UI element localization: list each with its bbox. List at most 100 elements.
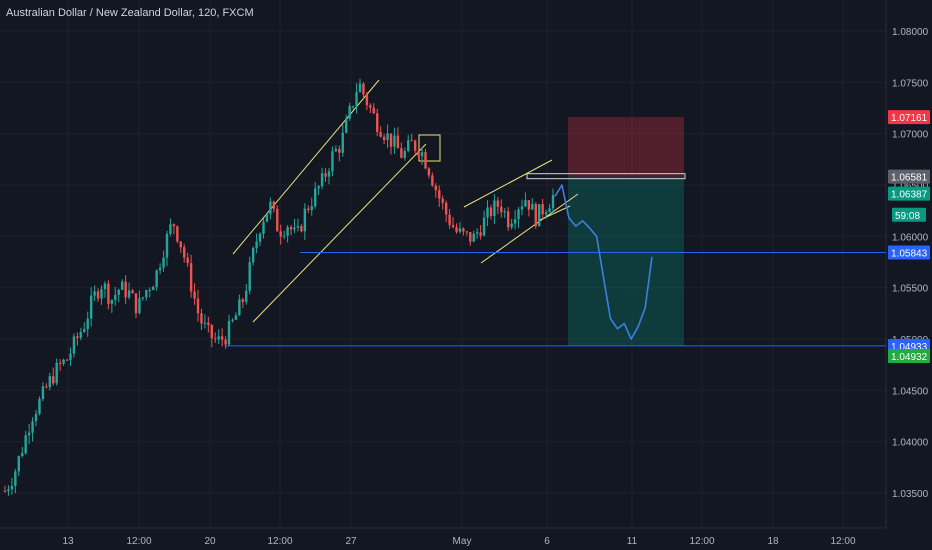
candle-body (83, 329, 86, 332)
candle-body (403, 150, 406, 158)
projection-path[interactable] (554, 184, 653, 340)
take-profit-zone (568, 176, 684, 346)
candle-body (210, 324, 213, 339)
candle-body (45, 386, 48, 388)
candle-body (24, 435, 27, 454)
time-tick-label: 12:00 (830, 536, 855, 547)
candle-body (241, 299, 245, 302)
horizontal-levels[interactable] (225, 251, 886, 347)
price-tag-label: 1.04932 (891, 352, 928, 363)
candle-body (493, 200, 496, 216)
short-position-tool[interactable] (526, 117, 686, 346)
candle-body (155, 270, 158, 287)
candle-body (200, 313, 203, 324)
candle-body (62, 359, 65, 364)
candle-body (413, 140, 417, 151)
candle-body (503, 211, 506, 213)
candle-body (327, 171, 331, 177)
price-tag-label: 1.05843 (891, 248, 928, 259)
candle-body (358, 83, 362, 93)
grid-lines (0, 0, 886, 528)
time-tick-label: 11 (627, 536, 638, 547)
candle-body (303, 208, 307, 232)
candle-body (386, 133, 389, 140)
candle-body (310, 206, 313, 210)
candle-body (396, 135, 400, 149)
candle-body (93, 291, 96, 296)
candle-body (58, 362, 62, 364)
candle-body (141, 297, 145, 299)
price-axis[interactable]: 1.08000 1.07500 1.07000 1.06500 1.06000 1.055… (885, 0, 929, 528)
price-tag-label: 59:08 (895, 211, 920, 222)
candle-body (17, 456, 20, 472)
time-tick-label: 12:00 (689, 536, 714, 547)
candle-body (434, 185, 438, 191)
candle-body (86, 318, 89, 330)
price-tag (888, 348, 930, 363)
candle-body (69, 353, 72, 361)
candle-body (172, 224, 176, 227)
candle-body (458, 228, 462, 232)
candle-body (338, 148, 341, 153)
candle-body (158, 267, 162, 271)
candle-body (272, 201, 276, 209)
candle-body (27, 432, 31, 436)
candle-body (265, 214, 269, 222)
candle-body (169, 224, 172, 234)
price-tick-label: 1.06000 (892, 232, 929, 243)
candle-body (420, 152, 424, 157)
candle-body (110, 299, 114, 304)
candle-body (513, 219, 517, 224)
candle-body (79, 331, 83, 338)
candle-body (31, 421, 34, 433)
price-tag (888, 110, 930, 125)
drawings-layer[interactable] (232, 79, 579, 323)
candle-body (96, 291, 100, 299)
entry-box (526, 173, 686, 180)
candle-body (186, 257, 189, 264)
candle-body (500, 206, 503, 213)
candle-body (524, 200, 527, 207)
candle-body (165, 233, 169, 258)
candle-body (103, 283, 107, 290)
candle-body (179, 241, 182, 248)
candle-body (100, 289, 103, 299)
candle-body (393, 135, 396, 147)
candle-body (72, 336, 76, 354)
candle-body (34, 413, 38, 422)
candle-body (444, 202, 448, 215)
candle-body (348, 106, 351, 119)
candle-body (534, 204, 537, 227)
candle-body (427, 168, 431, 176)
candle-body (7, 489, 10, 492)
candle-body (400, 148, 403, 158)
candle-body (334, 148, 338, 152)
price-tag-label: 1.06581 (891, 173, 928, 184)
candle-body (362, 83, 365, 95)
candle-body (162, 257, 165, 268)
candle-body (369, 105, 372, 108)
candle-body (307, 208, 310, 210)
candle-body (189, 263, 193, 292)
candle-body (217, 336, 220, 340)
candle-body (289, 227, 293, 230)
time-tick-label: 6 (544, 536, 550, 547)
candle-body (55, 362, 58, 384)
time-axis[interactable]: 13 12:00 20 12:00 27 May 6 11 12:00 18 12:00 (0, 527, 886, 547)
candle-body (341, 132, 344, 153)
candle-body (389, 133, 393, 147)
candle-body (38, 398, 41, 414)
candle-body (148, 290, 151, 292)
symbol-title: Australian Dollar / New Zealand Dollar, … (6, 7, 254, 19)
candle-body (52, 376, 55, 384)
trend-line (232, 79, 380, 255)
candle-body (220, 336, 224, 340)
candle-body (486, 207, 489, 218)
candle-body (489, 207, 493, 216)
price-tick-label: 1.05500 (892, 284, 929, 295)
candle-body (462, 228, 465, 232)
candle-body (517, 209, 520, 220)
candle-body (469, 232, 472, 242)
candle-body (14, 471, 17, 486)
